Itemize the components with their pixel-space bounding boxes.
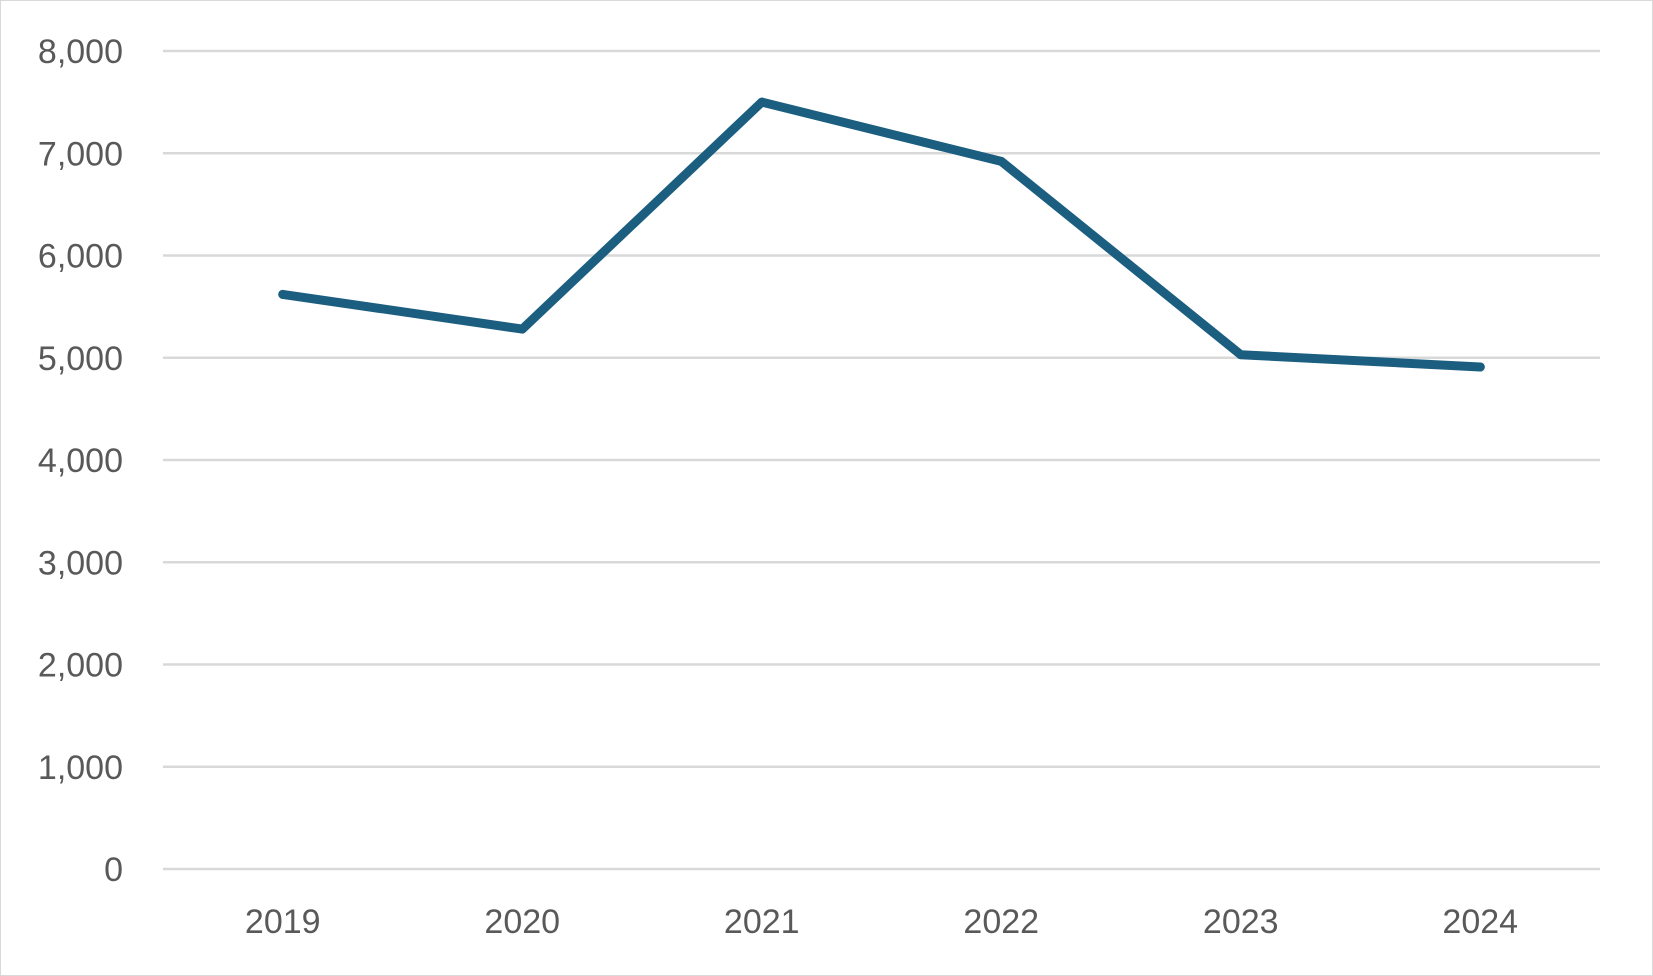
gridlines	[163, 49, 1600, 871]
y-tick-label: 1,000	[38, 749, 123, 787]
x-tick-label: 2022	[963, 903, 1039, 941]
x-tick-label: 2023	[1203, 903, 1279, 941]
y-axis-ticks: 0 1,000 2,000 3,000 4,000 5,000 6,000 7,000 8,00…	[38, 33, 123, 889]
x-tick-label: 2024	[1442, 903, 1518, 941]
y-tick-label: 8,000	[38, 33, 123, 71]
x-tick-label: 2020	[484, 903, 560, 941]
y-tick-label: 3,000	[38, 544, 123, 582]
data-point	[1475, 362, 1485, 372]
series-line	[278, 97, 1485, 372]
data-point	[517, 324, 527, 334]
y-tick-label: 6,000	[38, 238, 123, 276]
y-tick-label: 4,000	[38, 442, 123, 480]
y-tick-label: 2,000	[38, 647, 123, 685]
data-point	[278, 289, 288, 299]
data-point	[1236, 350, 1246, 360]
y-tick-label: 5,000	[38, 340, 123, 378]
x-tick-label: 2021	[724, 903, 800, 941]
y-tick-label: 0	[104, 851, 123, 889]
x-tick-label: 2019	[245, 903, 321, 941]
y-tick-label: 7,000	[38, 135, 123, 173]
data-point	[757, 97, 767, 107]
series-layer	[278, 97, 1485, 372]
x-axis-ticks: 2019 2020 2021 2022 2023 2024	[245, 903, 1518, 941]
data-point	[996, 156, 1006, 166]
